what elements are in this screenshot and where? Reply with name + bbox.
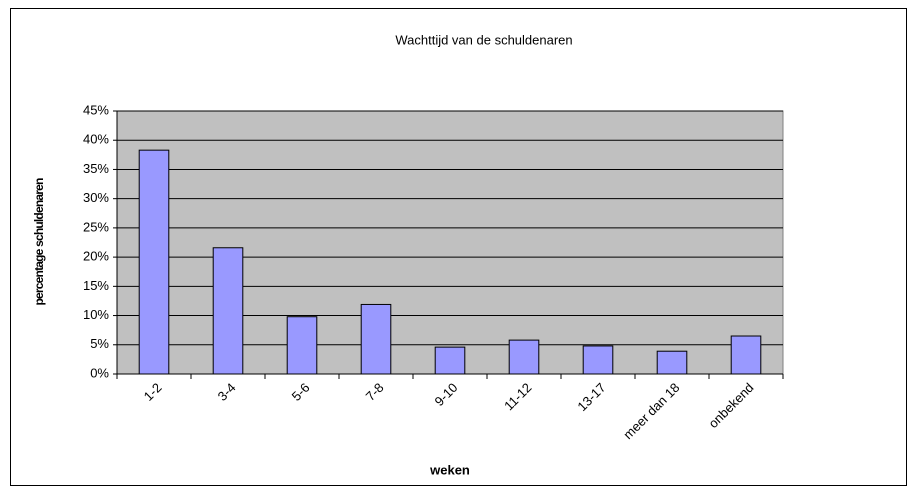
bar: [582, 345, 614, 375]
y-tick-label: 25%: [83, 219, 109, 234]
bar: [434, 346, 466, 375]
bar: [656, 350, 688, 375]
y-tick-label: 10%: [83, 307, 109, 322]
bar: [212, 247, 244, 375]
y-tick-label: 20%: [83, 249, 109, 264]
y-axis-label: percentage schuldenaren: [32, 178, 46, 305]
x-axis-label: weken: [429, 462, 470, 477]
bar: [730, 335, 762, 375]
bar: [138, 149, 170, 375]
y-tick-label: 5%: [90, 336, 109, 351]
y-tick-label: 35%: [83, 161, 109, 176]
y-tick-label: 40%: [83, 132, 109, 147]
y-tick-label: 30%: [83, 190, 109, 205]
bar: [286, 316, 318, 375]
y-tick-label: 45%: [83, 102, 109, 117]
y-tick-label: 15%: [83, 278, 109, 293]
y-tick-label: 0%: [90, 365, 109, 380]
chart-title: Wachttijd van de schuldenaren: [395, 32, 572, 47]
bar: [508, 339, 540, 375]
bar: [360, 303, 392, 375]
